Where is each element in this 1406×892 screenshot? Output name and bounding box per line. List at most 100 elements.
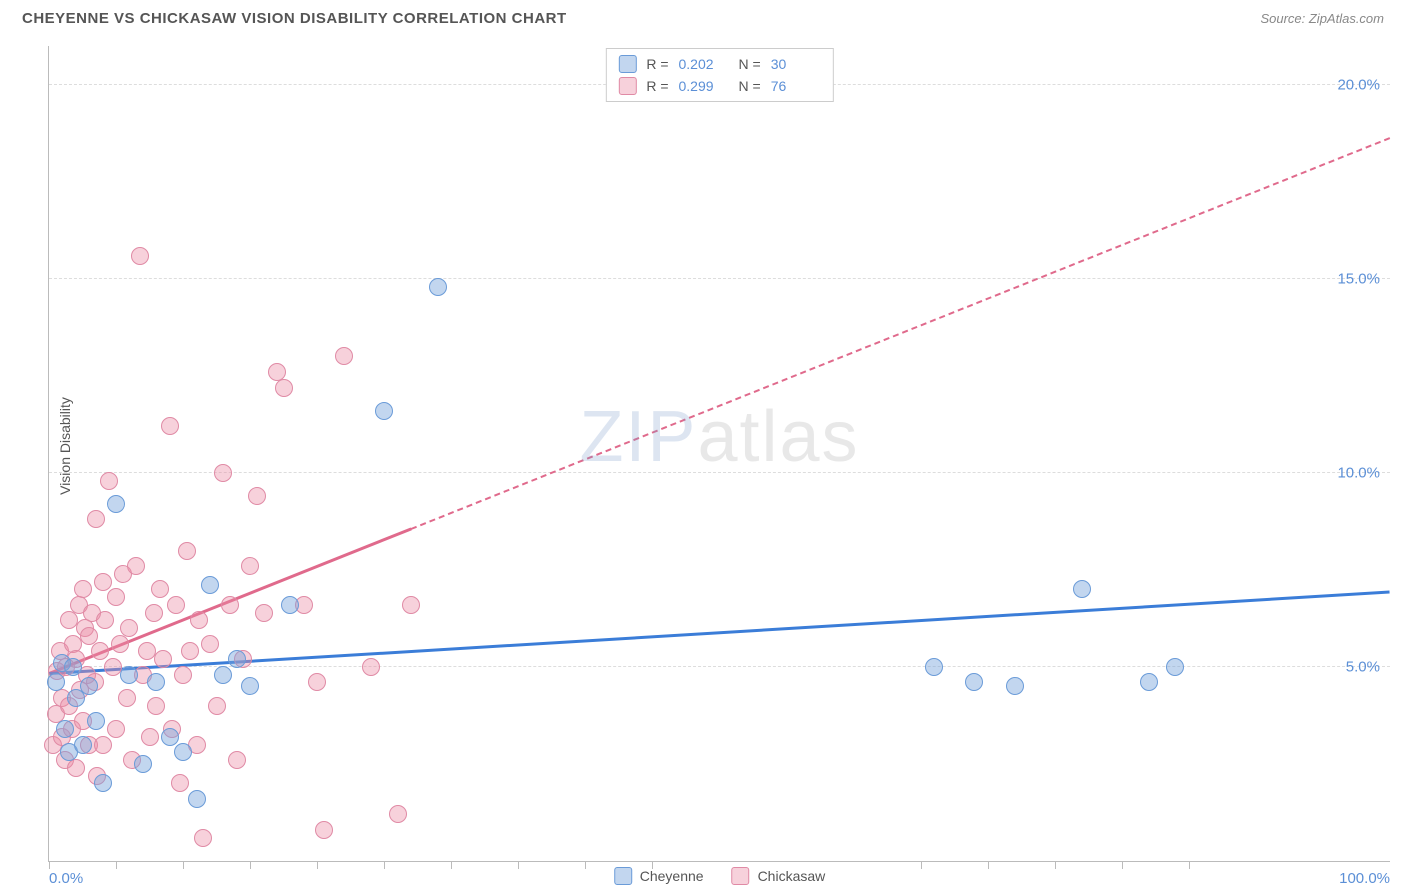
- point-chickasaw: [208, 697, 226, 715]
- y-tick-label: 10.0%: [1337, 464, 1380, 481]
- point-cheyenne: [120, 666, 138, 684]
- point-chickasaw: [275, 379, 293, 397]
- point-chickasaw: [96, 611, 114, 629]
- point-chickasaw: [147, 697, 165, 715]
- point-chickasaw: [74, 580, 92, 598]
- point-chickasaw: [111, 635, 129, 653]
- legend-swatch-chickasaw: [732, 867, 750, 885]
- point-cheyenne: [214, 666, 232, 684]
- point-chickasaw: [228, 751, 246, 769]
- series-legend: Cheyenne Chickasaw: [614, 867, 826, 885]
- point-cheyenne: [80, 677, 98, 695]
- x-tick: [518, 861, 519, 869]
- point-chickasaw: [201, 635, 219, 653]
- point-chickasaw: [154, 650, 172, 668]
- point-chickasaw: [118, 689, 136, 707]
- point-cheyenne: [107, 495, 125, 513]
- point-chickasaw: [91, 642, 109, 660]
- point-cheyenne: [1006, 677, 1024, 695]
- point-cheyenne: [87, 712, 105, 730]
- point-cheyenne: [74, 736, 92, 754]
- point-cheyenne: [188, 790, 206, 808]
- x-tick: [451, 861, 452, 869]
- point-chickasaw: [161, 417, 179, 435]
- x-axis-max-label: 100.0%: [1339, 870, 1390, 887]
- point-chickasaw: [362, 658, 380, 676]
- point-chickasaw: [107, 588, 125, 606]
- point-chickasaw: [87, 510, 105, 528]
- point-cheyenne: [1073, 580, 1091, 598]
- swatch-cheyenne: [618, 55, 636, 73]
- point-cheyenne: [241, 677, 259, 695]
- point-cheyenne: [64, 658, 82, 676]
- x-tick: [384, 861, 385, 869]
- x-tick: [317, 861, 318, 869]
- point-chickasaw: [67, 759, 85, 777]
- point-cheyenne: [47, 673, 65, 691]
- point-chickasaw: [167, 596, 185, 614]
- x-tick: [1122, 861, 1123, 869]
- point-chickasaw: [127, 557, 145, 575]
- point-cheyenne: [174, 743, 192, 761]
- legend-swatch-cheyenne: [614, 867, 632, 885]
- point-cheyenne: [134, 755, 152, 773]
- point-cheyenne: [281, 596, 299, 614]
- stats-row-chickasaw: R = 0.299 N = 76: [618, 75, 820, 97]
- x-tick: [1189, 861, 1190, 869]
- watermark: ZIPatlas: [579, 396, 859, 478]
- point-chickasaw: [145, 604, 163, 622]
- point-chickasaw: [178, 542, 196, 560]
- x-tick: [921, 861, 922, 869]
- point-chickasaw: [141, 728, 159, 746]
- point-chickasaw: [174, 666, 192, 684]
- grid-line: [49, 666, 1390, 667]
- point-chickasaw: [151, 580, 169, 598]
- point-chickasaw: [131, 247, 149, 265]
- x-tick: [1055, 861, 1056, 869]
- point-chickasaw: [221, 596, 239, 614]
- x-tick: [116, 861, 117, 869]
- point-cheyenne: [1140, 673, 1158, 691]
- point-chickasaw: [120, 619, 138, 637]
- point-chickasaw: [194, 829, 212, 847]
- point-chickasaw: [389, 805, 407, 823]
- point-chickasaw: [241, 557, 259, 575]
- grid-line: [49, 472, 1390, 473]
- point-chickasaw: [402, 596, 420, 614]
- x-tick: [988, 861, 989, 869]
- point-cheyenne: [56, 720, 74, 738]
- x-axis-min-label: 0.0%: [49, 870, 83, 887]
- x-tick: [585, 861, 586, 869]
- point-cheyenne: [94, 774, 112, 792]
- legend-item-chickasaw: Chickasaw: [732, 867, 826, 885]
- point-chickasaw: [214, 464, 232, 482]
- y-tick-label: 15.0%: [1337, 270, 1380, 287]
- x-tick: [652, 861, 653, 869]
- grid-line: [49, 278, 1390, 279]
- point-chickasaw: [94, 736, 112, 754]
- x-tick: [49, 861, 50, 869]
- point-cheyenne: [228, 650, 246, 668]
- x-tick: [250, 861, 251, 869]
- correlation-stats-box: R = 0.202 N = 30 R = 0.299 N = 76: [605, 48, 833, 102]
- point-cheyenne: [201, 576, 219, 594]
- point-chickasaw: [171, 774, 189, 792]
- chart-title: CHEYENNE VS CHICKASAW VISION DISABILITY …: [22, 10, 567, 27]
- point-cheyenne: [925, 658, 943, 676]
- point-chickasaw: [335, 347, 353, 365]
- y-tick-label: 20.0%: [1337, 76, 1380, 93]
- source-attribution: Source: ZipAtlas.com: [1260, 11, 1384, 26]
- point-cheyenne: [429, 278, 447, 296]
- point-cheyenne: [161, 728, 179, 746]
- point-cheyenne: [375, 402, 393, 420]
- point-chickasaw: [181, 642, 199, 660]
- point-chickasaw: [107, 720, 125, 738]
- y-tick-label: 5.0%: [1346, 658, 1380, 675]
- legend-item-cheyenne: Cheyenne: [614, 867, 704, 885]
- point-chickasaw: [190, 611, 208, 629]
- point-chickasaw: [315, 821, 333, 839]
- point-chickasaw: [248, 487, 266, 505]
- point-chickasaw: [255, 604, 273, 622]
- point-cheyenne: [1166, 658, 1184, 676]
- point-chickasaw: [94, 573, 112, 591]
